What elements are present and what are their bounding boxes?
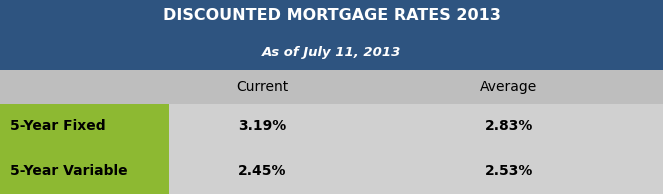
Bar — [0, 104, 169, 149]
Text: Current: Current — [236, 80, 288, 94]
Text: Average: Average — [480, 80, 538, 94]
Text: 5-Year Fixed: 5-Year Fixed — [10, 120, 105, 133]
Bar — [0, 149, 169, 194]
Bar — [0, 70, 663, 104]
Text: As of July 11, 2013: As of July 11, 2013 — [262, 46, 401, 59]
Bar — [0, 0, 663, 70]
Bar — [169, 104, 355, 149]
Bar — [169, 149, 355, 194]
Text: 5-Year Variable: 5-Year Variable — [10, 165, 127, 178]
Text: 2.83%: 2.83% — [485, 120, 533, 133]
Text: DISCOUNTED MORTGAGE RATES 2013: DISCOUNTED MORTGAGE RATES 2013 — [162, 8, 501, 23]
Text: 2.45%: 2.45% — [237, 165, 286, 178]
Text: 3.19%: 3.19% — [238, 120, 286, 133]
Bar — [355, 104, 663, 149]
Bar — [355, 149, 663, 194]
Text: 2.53%: 2.53% — [485, 165, 533, 178]
